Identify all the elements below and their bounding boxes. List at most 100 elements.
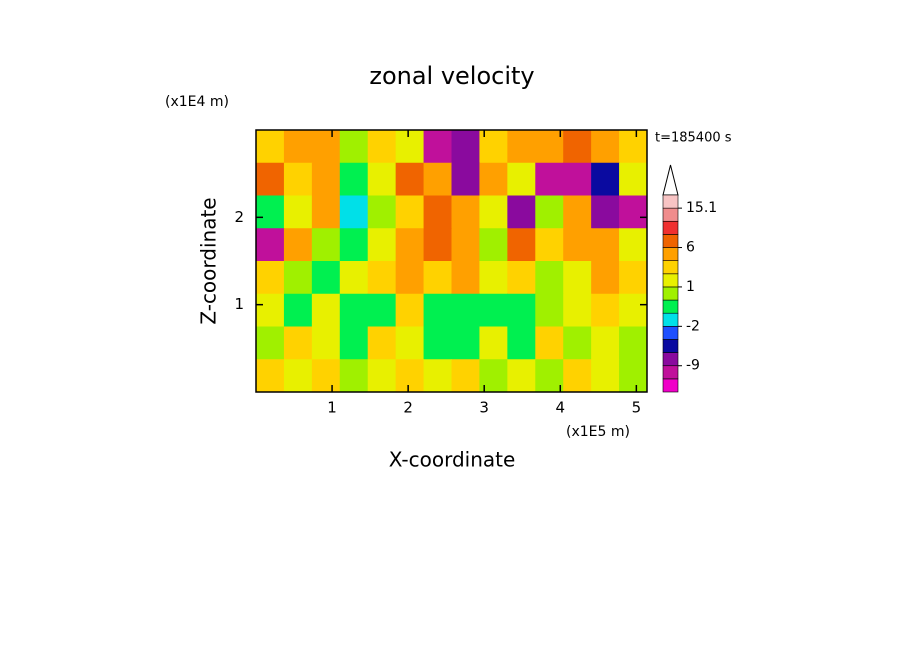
contour-cell [535, 162, 564, 196]
colorbar-label: 1 [686, 279, 695, 295]
contour-cell [339, 195, 369, 229]
contour-cell [283, 293, 313, 327]
contour-cell [563, 359, 592, 393]
colorbar-label: -2 [686, 318, 700, 334]
contour-cell [591, 228, 620, 262]
contour-cell [423, 228, 452, 262]
contour-cell [619, 162, 648, 196]
contour-cell [451, 228, 480, 262]
contour-cell [283, 228, 313, 262]
contour-cell [507, 195, 536, 229]
contour-cell [395, 261, 425, 295]
colorbar-box [662, 378, 679, 393]
contour-cell [367, 293, 397, 327]
contour-cell [479, 228, 508, 262]
contour-cell [423, 195, 452, 229]
contour-cell [451, 359, 480, 393]
contour-cell [535, 326, 564, 360]
contour-cell [283, 130, 313, 164]
colorbar-box [662, 299, 679, 314]
contour-cell [479, 293, 508, 327]
colorbar-label: -9 [686, 358, 700, 374]
contour-cell [283, 359, 313, 393]
contour-cell [423, 261, 452, 295]
contour-cell [563, 293, 592, 327]
contour-cell [311, 130, 341, 164]
contour-cell [367, 130, 397, 164]
chart-title: zonal velocity [369, 62, 534, 90]
contour-cell [619, 228, 648, 262]
colorbar-box [662, 220, 679, 235]
contour-cell [563, 195, 592, 229]
contour-cell [451, 293, 480, 327]
contour-cell [283, 261, 313, 295]
contour-cell [339, 326, 369, 360]
contour-cell [395, 228, 425, 262]
contour-cell [423, 130, 452, 164]
contour-cell [311, 195, 341, 229]
contour-cell [479, 326, 508, 360]
contour-cell [563, 228, 592, 262]
contour-cell [283, 162, 313, 196]
contour-cell [619, 326, 648, 360]
contour-cell [451, 261, 480, 295]
y-axis-label: Z-coordinate [197, 197, 221, 324]
colorbar-arrow [662, 164, 679, 196]
contour-field [256, 130, 648, 393]
contour-cell [339, 261, 369, 295]
contour-cell [451, 130, 480, 164]
contour-cell [507, 261, 536, 295]
colorbar-box [662, 207, 679, 222]
contour-cell [591, 195, 620, 229]
colorbar-box [662, 365, 679, 380]
contour-cell [256, 293, 285, 327]
contour-cell [535, 130, 564, 164]
x-tick-label: 5 [632, 399, 642, 417]
contour-cell [507, 130, 536, 164]
contour-cell [311, 228, 341, 262]
contour-cell [395, 326, 425, 360]
contour-cell [256, 195, 285, 229]
contour-cell [507, 359, 536, 393]
contour-cell [311, 326, 341, 360]
contour-cell [283, 195, 313, 229]
contour-cell [619, 359, 648, 393]
contour-cell [535, 359, 564, 393]
contour-cell [619, 195, 648, 229]
contour-cell [256, 162, 285, 196]
contour-cell [367, 195, 397, 229]
x-scale-label: (x1E5 m) [566, 424, 630, 440]
colorbar-box [662, 352, 679, 367]
contour-cell [591, 130, 620, 164]
colorbar-box [662, 312, 679, 327]
colorbar-box [662, 339, 679, 353]
contour-cell [619, 130, 648, 164]
contour-cell [339, 130, 369, 164]
contour-cell [367, 326, 397, 360]
contour-cell [451, 195, 480, 229]
y-tick-label: 2 [234, 208, 244, 226]
contour-cell [507, 228, 536, 262]
contour-cell [591, 162, 620, 196]
contour-cell [256, 359, 285, 393]
contour-cell [591, 261, 620, 295]
contour-cell [367, 261, 397, 295]
contour-cell [339, 359, 369, 393]
contour-cell [619, 261, 648, 295]
x-axis-label: X-coordinate [389, 448, 516, 472]
colorbar-box [662, 247, 679, 261]
contour-cell [395, 130, 425, 164]
contour-cell [256, 228, 285, 262]
contour-cell [423, 293, 452, 327]
contour-cell [395, 162, 425, 196]
x-tick-label: 1 [327, 399, 337, 417]
contour-cell [479, 261, 508, 295]
contour-cell [367, 359, 397, 393]
y-tick-label: 1 [234, 295, 244, 313]
colorbar-box [662, 273, 679, 288]
plot-frame [255, 129, 648, 393]
colorbar-box [662, 326, 679, 340]
contour-cell [395, 293, 425, 327]
contour-cell [423, 162, 452, 196]
